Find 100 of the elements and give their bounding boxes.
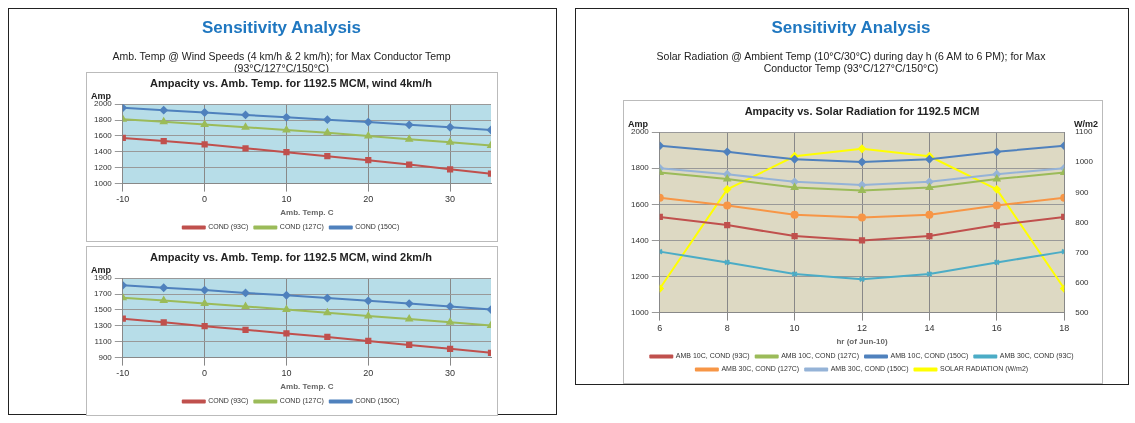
point	[446, 138, 454, 145]
x-tick-label: 0	[202, 194, 208, 205]
point	[323, 128, 331, 136]
point	[159, 283, 168, 292]
point	[405, 135, 413, 142]
point	[283, 149, 290, 156]
y-tick-label: 1800	[631, 163, 650, 173]
point	[365, 337, 372, 345]
point	[790, 210, 799, 219]
point	[242, 145, 249, 152]
x-tick-label: 12	[856, 323, 868, 334]
x-tick-label: 6	[657, 323, 663, 334]
point	[926, 232, 933, 240]
point	[160, 319, 167, 326]
point	[241, 288, 250, 297]
point	[283, 330, 290, 337]
x-tick-label: 20	[363, 194, 374, 205]
x-tick-label: 14	[924, 323, 935, 334]
x-tick-label: 8	[724, 323, 730, 334]
text: Sensitivity Analysis	[770, 18, 932, 38]
y-tick-label: 1600	[94, 131, 113, 141]
y2-tick-label: 800	[1075, 217, 1090, 227]
point	[364, 131, 372, 139]
y-tick-label: 1100	[94, 336, 113, 346]
point	[723, 201, 732, 210]
point	[323, 294, 332, 303]
y-axis-title: Amp	[628, 119, 649, 130]
x-tick-label: 30	[445, 194, 456, 205]
point	[446, 318, 454, 325]
point	[790, 177, 799, 186]
point	[925, 210, 934, 219]
point	[201, 120, 209, 127]
point	[201, 323, 208, 330]
point	[200, 286, 209, 295]
point	[159, 106, 168, 115]
point	[724, 221, 731, 229]
point	[790, 155, 799, 164]
point	[241, 123, 250, 130]
y2-tick-label: 1100	[1075, 127, 1093, 137]
y2-tick-label: 600	[1075, 277, 1090, 287]
point	[282, 291, 291, 300]
point	[405, 299, 414, 308]
point	[993, 221, 1000, 229]
y-tick-label: 1800	[94, 115, 113, 125]
y-tick-label: 1300	[94, 321, 113, 331]
point	[723, 175, 731, 182]
point	[323, 115, 332, 124]
point	[241, 110, 250, 119]
point	[406, 161, 413, 168]
point	[365, 157, 372, 164]
point	[324, 153, 331, 160]
point	[201, 141, 208, 148]
y2-tick-label: 900	[1075, 187, 1090, 197]
y-tick-label: 1200	[94, 162, 113, 172]
y-tick-label: 1200	[631, 271, 650, 281]
y-tick-label: 1000	[94, 178, 113, 188]
point	[160, 296, 168, 303]
x-tick-label: 10	[789, 323, 800, 334]
point	[858, 213, 866, 222]
x-tick-label: -10	[116, 368, 130, 379]
point	[925, 155, 934, 164]
point	[242, 326, 249, 333]
point	[723, 185, 732, 194]
chart-title: Ampacity vs. Amb. Temp. for 1192.5 MCM, wind 2km/h	[150, 250, 433, 263]
point	[282, 305, 291, 313]
point	[791, 232, 798, 240]
point	[446, 123, 455, 132]
y-axis-title: Amp	[91, 265, 112, 276]
point	[364, 296, 373, 305]
point	[446, 166, 454, 173]
point	[405, 120, 414, 129]
point	[858, 237, 866, 244]
point	[200, 108, 209, 117]
y2-tick-label: 1000	[1075, 157, 1094, 167]
y2-axis-title: W/m2	[1073, 119, 1098, 130]
point	[992, 185, 1001, 194]
point	[925, 177, 934, 186]
point	[925, 183, 933, 191]
point	[992, 147, 1001, 156]
x-axis-title: Amb. Temp. C	[280, 208, 334, 218]
y-tick-label: 1400	[631, 235, 650, 245]
y-tick-label: 1500	[94, 305, 113, 315]
x-axis-title: hr (of Jun-10)	[836, 337, 888, 347]
y-axis-title: Amp	[91, 91, 112, 102]
point	[323, 308, 331, 316]
point	[324, 333, 331, 341]
point	[241, 302, 250, 309]
y-tick-label: 1600	[631, 199, 650, 209]
point	[858, 157, 866, 166]
point	[405, 315, 413, 322]
point	[160, 117, 168, 125]
point	[406, 341, 413, 349]
x-tick-label: 30	[445, 368, 456, 379]
y2-tick-label: 700	[1075, 247, 1090, 257]
chart-title: Ampacity vs. Amb. Temp. for 1192.5 MCM, wind 4km/h	[150, 76, 433, 89]
point	[791, 183, 799, 191]
x-tick-label: 10	[281, 194, 292, 205]
point	[723, 147, 732, 156]
y-tick-label: 1700	[94, 289, 113, 299]
point	[282, 113, 291, 122]
